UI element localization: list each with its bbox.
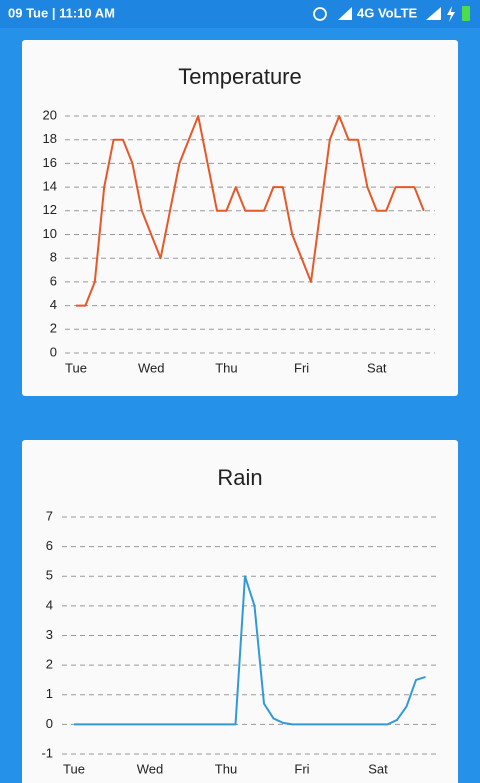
x-tick-label: Tue	[65, 360, 87, 375]
y-tick-label: 4	[50, 297, 57, 312]
y-tick-label: 0	[50, 344, 57, 359]
y-tick-label: 18	[43, 131, 57, 146]
x-tick-label: Wed	[137, 761, 164, 776]
status-network: 4G VoLTE	[357, 5, 418, 20]
alarm-icon	[313, 7, 327, 21]
x-tick-label: Sat	[367, 360, 387, 375]
chart-title: Temperature	[178, 64, 302, 89]
y-tick-label: 5	[46, 568, 53, 583]
charging-icon	[447, 6, 455, 22]
x-tick-label: Sat	[368, 761, 388, 776]
chart-title: Rain	[217, 465, 262, 490]
x-tick-label: Fri	[294, 360, 309, 375]
y-tick-label: 20	[43, 107, 57, 122]
y-tick-label: 8	[50, 250, 57, 265]
x-tick-label: Tue	[63, 761, 85, 776]
y-tick-label: 6	[46, 538, 53, 553]
y-tick-label: 10	[43, 226, 57, 241]
signal-icon	[426, 7, 441, 20]
battery-icon	[462, 6, 470, 21]
data-line	[74, 575, 426, 726]
signal-icon	[338, 7, 352, 20]
card	[22, 440, 458, 783]
status-time: 09 Tue | 11:10 AM	[8, 5, 115, 20]
status-bar	[0, 0, 480, 28]
x-tick-label: Wed	[138, 360, 165, 375]
y-tick-label: 1	[46, 686, 53, 701]
data-line	[76, 115, 425, 307]
x-tick-label: Thu	[215, 360, 237, 375]
y-tick-label: -1	[41, 745, 53, 760]
y-tick-label: 12	[43, 202, 57, 217]
y-tick-label: 3	[46, 627, 53, 642]
y-tick-label: 7	[46, 508, 53, 523]
y-tick-label: 2	[50, 321, 57, 336]
y-tick-label: 2	[46, 657, 53, 672]
card	[22, 40, 458, 396]
x-tick-label: Thu	[215, 761, 237, 776]
y-tick-label: 16	[43, 155, 57, 170]
y-tick-label: 6	[50, 273, 57, 288]
y-tick-label: 0	[46, 716, 53, 731]
y-tick-label: 14	[43, 179, 57, 194]
y-tick-label: 4	[46, 597, 53, 612]
x-tick-label: Fri	[294, 761, 309, 776]
